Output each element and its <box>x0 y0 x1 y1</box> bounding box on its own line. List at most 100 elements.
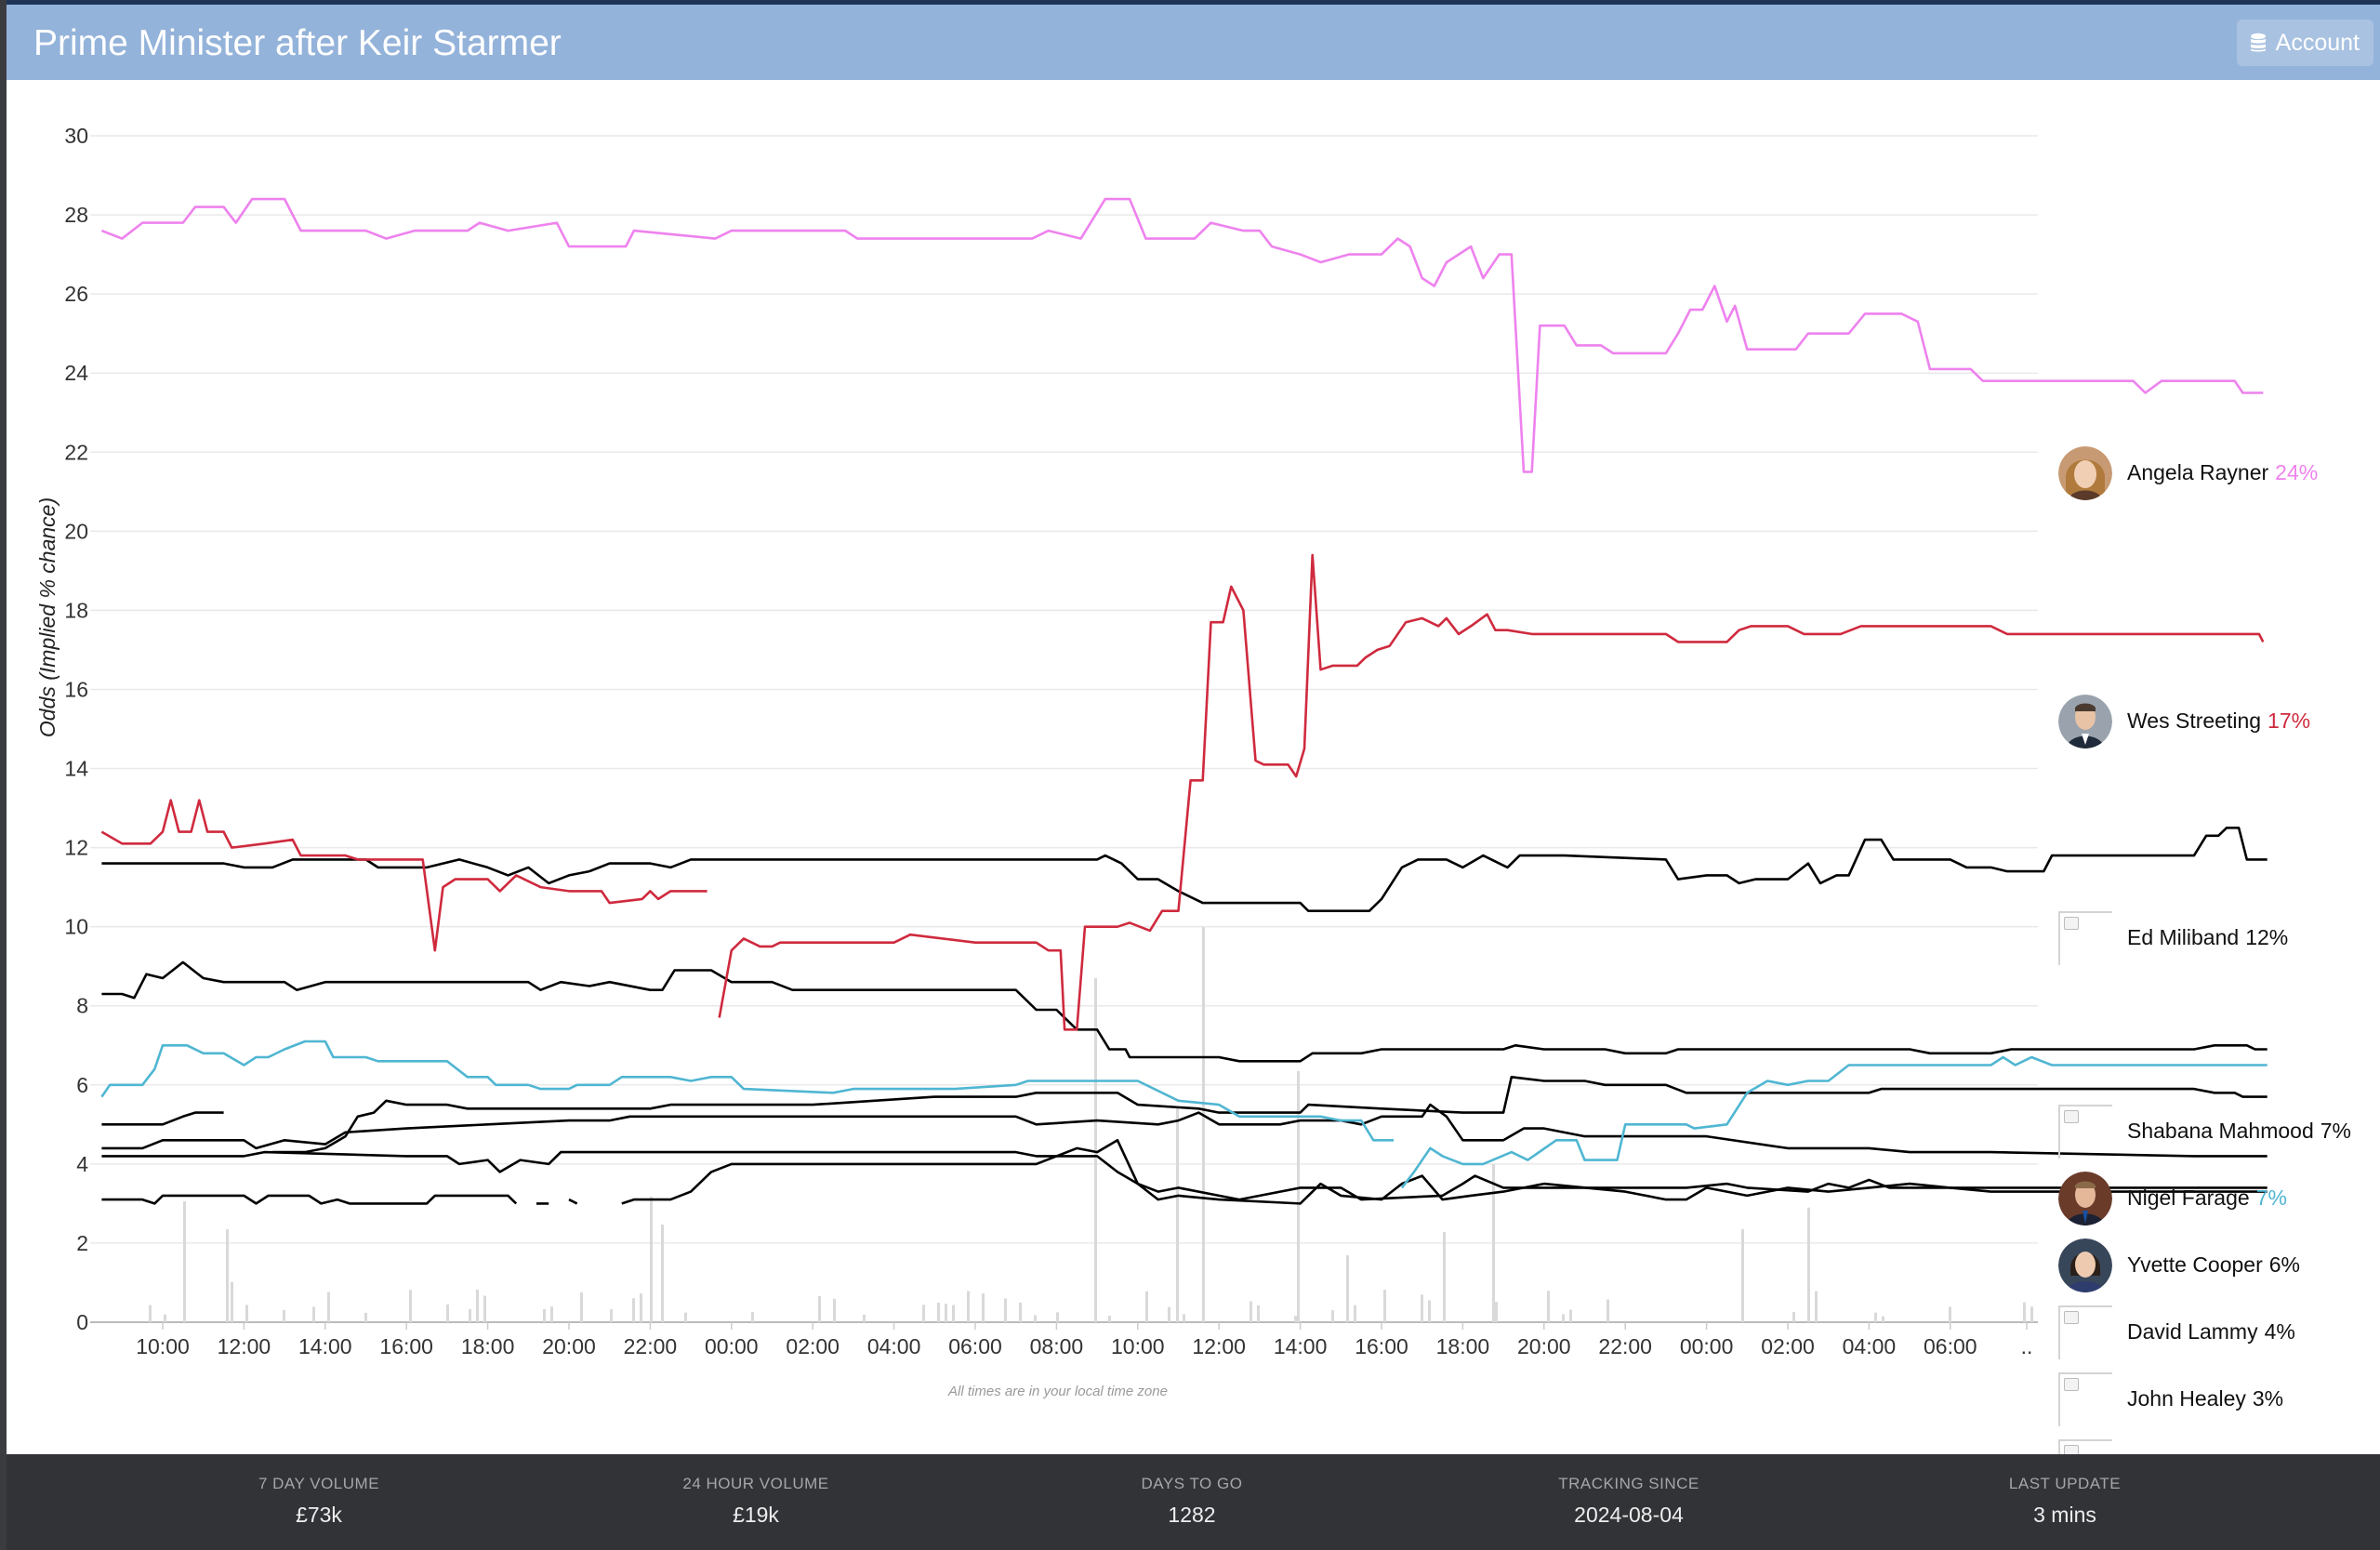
volume-bar <box>833 1298 836 1322</box>
account-button[interactable]: Account <box>2236 20 2373 66</box>
avatar <box>2058 1239 2112 1292</box>
x-tick-label: 10:00 <box>1111 1334 1165 1358</box>
stat-days-to-go: DAYS TO GO 1282 <box>1034 1475 1350 1528</box>
volume-bar <box>1202 927 1205 1322</box>
series-line-john-healey[interactable] <box>101 1150 2268 1201</box>
legend-item-shabana-mahmood[interactable]: Shabana Mahmood 7% <box>2127 1119 2351 1144</box>
legend-item-angela-rayner[interactable]: Angela Rayner 24% <box>2127 460 2318 485</box>
legend-item-wes-streeting[interactable]: Wes Streeting 17% <box>2127 709 2310 734</box>
series-line-andy-burnham[interactable] <box>101 1139 2268 1205</box>
series-line-ed-miliband[interactable] <box>101 827 2268 912</box>
stat-7-day-volume: 7 DAY VOLUME £73k <box>161 1475 477 1528</box>
x-tick-label: 02:00 <box>786 1334 840 1358</box>
volume-bar <box>469 1308 471 1322</box>
volume-bar <box>1354 1305 1356 1322</box>
legend-name: Yvette Cooper <box>2127 1252 2263 1277</box>
volume-bar <box>164 1314 166 1322</box>
x-tick-label: 22:00 <box>1598 1334 1652 1358</box>
stat-label: TRACKING SINCE <box>1558 1475 1699 1492</box>
avatar <box>2058 446 2112 500</box>
database-icon <box>2250 33 2266 52</box>
series-line-yvette-cooper[interactable] <box>101 1076 2268 1154</box>
x-tick-label: 12:00 <box>1192 1334 1246 1358</box>
stat-value: £19k <box>733 1503 779 1527</box>
volume-bar <box>1004 1298 1007 1322</box>
volume-bar <box>1421 1294 1423 1322</box>
volume-bar <box>483 1295 486 1322</box>
series-line-angela-rayner[interactable] <box>100 197 2264 473</box>
avatar <box>2058 1305 2112 1359</box>
volume-bar <box>1176 1108 1179 1322</box>
avatar <box>2058 1105 2112 1159</box>
legend-percent: 24% <box>2275 460 2319 484</box>
volume-bar <box>1606 1299 1609 1322</box>
odds-chart: 0 2 4 6 8 10 12 14 16 18 20 22 24 26 28 30 10:00 12:00 14… <box>7 80 2380 1493</box>
stat-label: 24 HOUR VOLUME <box>682 1475 829 1492</box>
y-tick-label: 12 <box>64 836 88 860</box>
stat-24-hour-volume: 24 HOUR VOLUME £19k <box>598 1475 914 1528</box>
stats-footer: 7 DAY VOLUME £73k 24 HOUR VOLUME £19k DAYS T… <box>7 1454 2380 1550</box>
series-line-shabana-mahmood[interactable] <box>101 960 2268 1063</box>
volume-bar <box>1949 1306 1951 1322</box>
volume-bar <box>1168 1306 1170 1322</box>
x-tick-label: 14:00 <box>298 1334 352 1358</box>
series-line-nigel-farage[interactable] <box>100 1040 2268 1189</box>
volume-bar <box>446 1304 449 1322</box>
y-tick-label: 4 <box>76 1152 88 1176</box>
volume-bar <box>1331 1310 1334 1322</box>
x-tick-label: .. <box>2021 1334 2033 1358</box>
avatar <box>2058 911 2112 965</box>
timezone-note: All times are in your local time zone <box>947 1384 1168 1399</box>
stat-value: 1282 <box>1168 1503 1216 1527</box>
x-tick-label: 04:00 <box>867 1334 921 1358</box>
y-tick-label: 26 <box>64 282 88 306</box>
x-tick-label: 02:00 <box>1761 1334 1815 1358</box>
y-tick-label: 16 <box>64 677 88 701</box>
stat-label: 7 DAY VOLUME <box>258 1475 380 1492</box>
legend-percent: 3% <box>2252 1386 2284 1411</box>
volume-bar <box>1495 1302 1498 1322</box>
volume-bar <box>632 1298 635 1322</box>
volume-bar <box>922 1305 925 1322</box>
x-tick-label: 08:00 <box>1030 1334 1084 1358</box>
volume-bar <box>2023 1302 2026 1322</box>
x-tick-label: 06:00 <box>1924 1334 1977 1358</box>
y-tick-label: 30 <box>64 124 88 148</box>
header-bar: Prime Minister after Keir Starmer Accoun… <box>7 0 2380 80</box>
legend-percent: 4% <box>2264 1319 2295 1344</box>
legend-name: Nigel Farage <box>2127 1186 2250 1210</box>
y-tick-label: 20 <box>64 519 88 543</box>
series-line-wes-streeting[interactable] <box>100 553 2265 1031</box>
legend-name: David Lammy <box>2127 1319 2258 1344</box>
x-tick-label: 22:00 <box>624 1334 678 1358</box>
volume-bar <box>149 1305 152 1322</box>
avatar <box>2058 695 2112 749</box>
volume-bar <box>409 1290 412 1322</box>
x-tick-label: 16:00 <box>379 1334 433 1358</box>
stat-value: 3 mins <box>2033 1503 2096 1527</box>
y-tick-label: 2 <box>76 1231 88 1255</box>
x-tick-label: 18:00 <box>461 1334 515 1358</box>
stat-tracking-since: TRACKING SINCE 2024-08-04 <box>1471 1475 1787 1528</box>
legend-item-ed-miliband[interactable]: Ed Miliband 12% <box>2127 925 2288 950</box>
x-tick-label: 06:00 <box>948 1334 1002 1358</box>
legend-item-david-lammy[interactable]: David Lammy 4% <box>2127 1319 2295 1345</box>
stat-value: £73k <box>296 1503 342 1527</box>
y-tick-label: 6 <box>76 1073 88 1097</box>
volume-bar <box>1428 1300 1431 1322</box>
volume-bar <box>543 1308 546 1322</box>
volume-bar <box>327 1292 330 1322</box>
legend-item-john-healey[interactable]: John Healey 3% <box>2127 1386 2283 1411</box>
series-line-david-lammy[interactable] <box>101 1103 2268 1158</box>
stat-last-update: LAST UPDATE 3 mins <box>1907 1475 2223 1528</box>
volume-bar <box>1250 1301 1252 1322</box>
volume-bar <box>183 1201 186 1322</box>
legend-percent: 7% <box>2255 1186 2287 1210</box>
volume-bar <box>684 1312 687 1322</box>
volume-bar <box>937 1303 940 1322</box>
volume-bar <box>231 1281 233 1322</box>
legend-item-yvette-cooper[interactable]: Yvette Cooper 6% <box>2127 1252 2300 1278</box>
legend-item-nigel-farage[interactable]: Nigel Farage 7% <box>2127 1186 2287 1211</box>
legend-percent: 7% <box>2320 1119 2352 1143</box>
volume-bar <box>1792 1311 1795 1322</box>
